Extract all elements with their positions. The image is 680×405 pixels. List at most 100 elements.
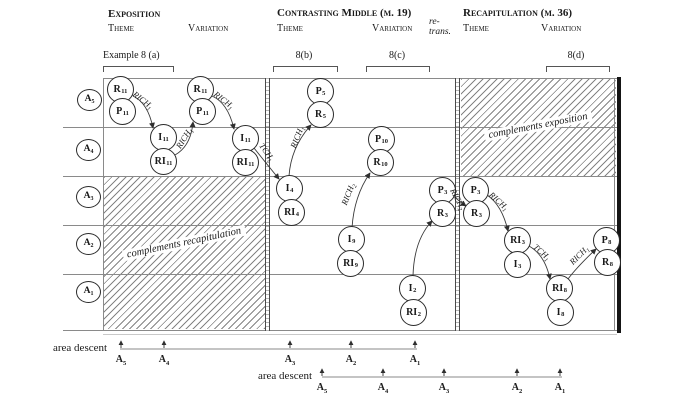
label-main: A: [316, 382, 324, 393]
example-label: Example 8 (a): [103, 50, 160, 61]
col-label-mid-variation: Variation: [372, 23, 413, 34]
label-main: I: [556, 306, 561, 318]
example-label: 8(b): [295, 50, 313, 61]
label-main: R: [373, 156, 381, 168]
label-main: RI: [343, 257, 355, 269]
transformation-arrow: [288, 124, 312, 177]
label-main: R: [602, 256, 610, 268]
label-main: RI: [154, 155, 166, 167]
node-RI11: RI 11: [232, 149, 259, 176]
label-main: R: [113, 83, 121, 95]
label-subscript: 8: [609, 261, 613, 269]
label-subscript: 5: [322, 90, 326, 98]
descent-mark-A4: A4: [377, 382, 389, 395]
label-main: A: [511, 382, 519, 393]
example-label: 8(d): [567, 50, 585, 61]
node-P11: P 11: [109, 98, 136, 125]
col-label-recap-theme: Theme: [463, 23, 489, 34]
label-subscript: 3: [444, 212, 448, 220]
label-subscript: 4: [384, 387, 389, 395]
label-main: RI: [406, 306, 418, 318]
label-subscript: 10: [381, 138, 389, 146]
label-main: A: [377, 382, 385, 393]
label-subscript: 11: [162, 136, 169, 144]
label-main: RI: [510, 234, 522, 246]
label-main: I: [285, 182, 290, 194]
grid-row-line: [63, 225, 617, 226]
example-bracket: [546, 66, 610, 72]
grid-left-border: [103, 78, 104, 331]
label-main: P: [601, 234, 608, 246]
label-main: A: [84, 93, 92, 104]
label-subscript: 1: [561, 387, 566, 395]
label-main: P: [374, 133, 382, 145]
label-subscript: 5: [322, 113, 326, 121]
label-subscript: 4: [290, 187, 294, 195]
node-RI4: RI 4: [278, 199, 305, 226]
label-subscript: 8: [561, 311, 565, 319]
node-I11: I 11: [150, 124, 177, 151]
section-title-recapitulation: Recapitulation (m. 36): [463, 7, 573, 19]
label-main: A: [83, 237, 91, 248]
transformation-arrow: [132, 95, 155, 129]
label-subscript: 10: [381, 161, 388, 169]
label-main: P: [437, 184, 444, 196]
label-main: A: [438, 382, 446, 393]
label-subscript: 1: [416, 359, 421, 367]
label-main: A: [554, 382, 562, 393]
label-main: A: [409, 354, 417, 365]
grid-row-line: [63, 127, 617, 128]
descent-mark-A4: A4: [159, 355, 169, 367]
label-subscript: 3: [477, 189, 481, 197]
label-main: RI: [284, 206, 296, 218]
label-main: I: [408, 282, 413, 294]
label-subscript: 4: [295, 211, 299, 219]
label-subscript: 5: [323, 387, 328, 395]
label-subscript: 3: [518, 263, 522, 271]
grid-right-final-bar: [617, 77, 621, 333]
label-subscript: 1: [90, 291, 94, 297]
transformation-arrow: [567, 248, 597, 280]
section-title-contrasting-middle: Contrasting Middle (m. 19): [277, 7, 412, 19]
label-subscript: 9: [354, 262, 358, 270]
label-subscript: 11: [202, 110, 209, 118]
label-subscript: 2: [413, 287, 417, 295]
label-main: P: [315, 85, 322, 97]
transformation-arrow: [486, 194, 510, 232]
transformation-arrow: [412, 220, 433, 277]
label-subscript: 5: [122, 359, 127, 367]
label-main: P: [470, 184, 477, 196]
descent-mark-A2: A2: [346, 355, 356, 367]
section-title-exposition: Exposition: [108, 8, 161, 20]
transformation-arrow: [174, 121, 196, 156]
example-label: 8(c): [388, 50, 406, 61]
section-divider-middle-recapitulation: [455, 78, 460, 331]
label-main: RI: [552, 282, 564, 294]
label-subscript: 11: [122, 110, 129, 118]
label-subscript: 3: [291, 359, 296, 367]
node-R11: R 11: [107, 76, 134, 103]
label-subscript: 2: [518, 387, 523, 395]
label-subscript: 11: [121, 88, 128, 96]
label-subscript: 8: [608, 239, 612, 247]
label-subscript: 11: [201, 88, 208, 96]
section-divider-exposition-middle: [265, 78, 270, 331]
label-subscript: 2: [417, 311, 421, 319]
transformation-arrow: [528, 245, 552, 280]
label-subscript: 3: [478, 212, 482, 220]
label-main: I: [513, 258, 518, 270]
node-RI3: RI 3: [504, 227, 531, 254]
